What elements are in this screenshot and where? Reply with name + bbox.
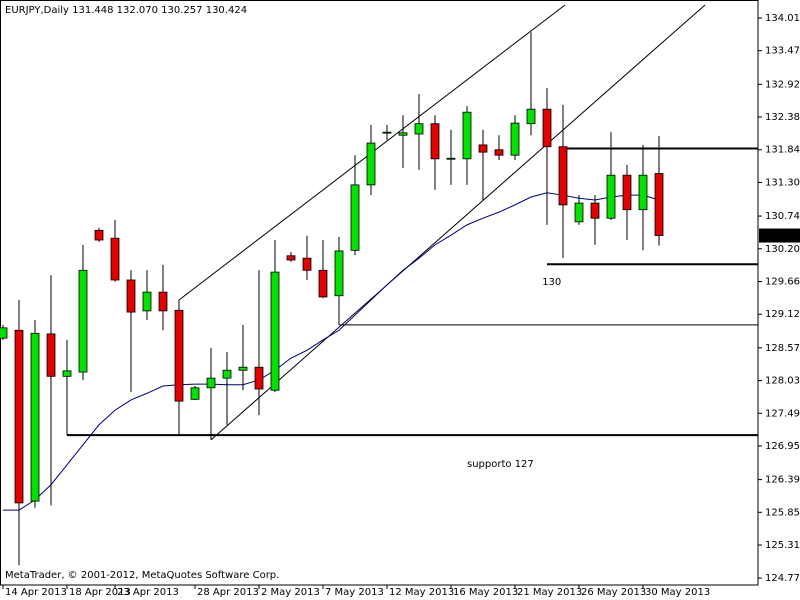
x-tick-label: 28 Apr 2013 [197, 587, 259, 598]
candle-body [590, 202, 600, 219]
candle-body [414, 123, 424, 135]
y-tick-label: 131.840 [765, 145, 800, 156]
candle-body [286, 255, 296, 261]
y-tick-label: 130.745 [765, 211, 800, 222]
axes: 134.015 133.475 132.920 132.380 131.840 131.3… [2, 13, 800, 598]
plot-area: 130 supporto 127 [0, 4, 758, 566]
candle-body [526, 108, 536, 125]
x-tick-label: 18 Apr 2013 [69, 587, 131, 598]
candle-body [206, 377, 216, 389]
candle-body [430, 123, 440, 160]
footer: MetaTrader, © 2001-2012, MetaQuotes Soft… [5, 570, 279, 581]
y-tick-label: 129.665 [765, 277, 800, 288]
candle-body [110, 237, 120, 281]
y-tick-label: 131.300 [765, 177, 800, 188]
y-tick-label: 132.380 [765, 112, 800, 123]
x-tick-label: 26 May 2013 [581, 587, 646, 598]
x-tick-label: 2 May 2013 [261, 587, 320, 598]
candle-body [222, 369, 232, 379]
trendline [210, 4, 706, 441]
candle-body [0, 327, 8, 339]
candle-body [494, 149, 504, 156]
candle-body [654, 173, 664, 236]
y-tick-label: 134.015 [765, 13, 800, 24]
x-tick-label: 14 Apr 2013 [5, 587, 67, 598]
candle-body [350, 184, 360, 251]
candle-body [238, 366, 248, 371]
candle-body [174, 309, 184, 402]
candle-body [14, 329, 24, 504]
candle-body [190, 387, 200, 400]
x-tick-label: 12 May 2013 [389, 587, 454, 598]
candle-body [462, 111, 472, 160]
candle-body [334, 250, 344, 297]
candle-body [446, 157, 456, 160]
candle-body [542, 108, 552, 148]
candle-body [62, 370, 72, 377]
candle-body [94, 229, 104, 241]
x-tick-label: 30 May 2013 [645, 587, 710, 598]
y-tick-label: 124.770 [765, 573, 800, 584]
annotation: supporto 127 [467, 459, 534, 470]
y-tick-label: 128.030 [765, 376, 800, 387]
price-box [759, 228, 800, 243]
y-tick-label: 126.395 [765, 475, 800, 486]
annotation: 130 [542, 277, 561, 288]
candle-body [318, 269, 328, 298]
y-tick-label: 130.205 [765, 244, 800, 255]
y-tick-label: 133.475 [765, 46, 800, 57]
candle-body [270, 271, 280, 391]
x-tick-label: 16 May 2013 [453, 587, 518, 598]
candle-body [638, 174, 648, 211]
candle-body [126, 279, 136, 313]
candle-body [46, 333, 56, 377]
x-tick-label: 21 May 2013 [517, 587, 582, 598]
candle-body [254, 366, 264, 390]
y-tick-label: 129.125 [765, 309, 800, 320]
moving-average [3, 192, 660, 511]
y-tick-label: 126.950 [765, 441, 800, 452]
candle-body [622, 174, 632, 211]
candle-body [382, 131, 392, 134]
candle-body [366, 142, 376, 186]
chart-title: EURJPY,Daily 131.448 132.070 130.257 130… [5, 5, 247, 16]
y-tick-label: 125.855 [765, 507, 800, 518]
candle-body [398, 132, 408, 136]
candle-body [574, 202, 584, 223]
candle-body [606, 174, 616, 219]
candle-body [142, 291, 152, 312]
candle-body [158, 291, 168, 312]
y-tick-label: 128.570 [765, 343, 800, 354]
candle-body [78, 269, 88, 373]
candle-body [30, 332, 40, 502]
y-tick-label: 125.315 [765, 540, 800, 551]
candle-body [558, 146, 568, 206]
x-tick-label: 23 Apr 2013 [117, 587, 179, 598]
candle-body [302, 257, 312, 271]
y-tick-label: 127.490 [765, 408, 800, 419]
candle-body [510, 122, 520, 156]
x-tick-label: 7 May 2013 [325, 587, 384, 598]
candle-body [478, 144, 488, 153]
y-tick-label: 132.920 [765, 79, 800, 90]
price-box-label: 130.424 [763, 231, 800, 242]
